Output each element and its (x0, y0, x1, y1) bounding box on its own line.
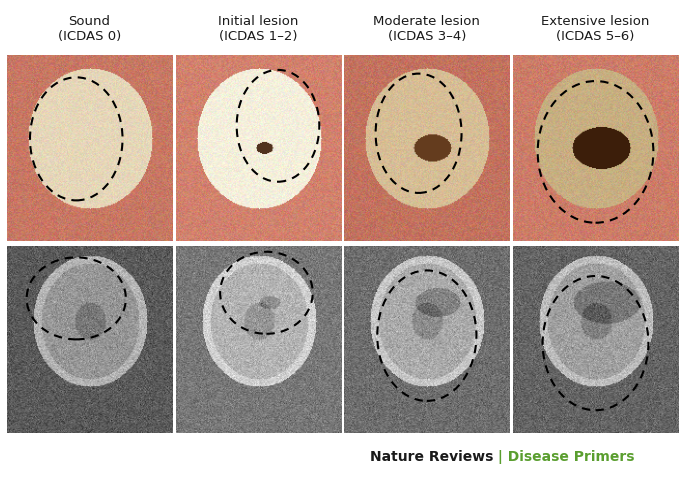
Text: Extensive lesion
(ICDAS 5–6): Extensive lesion (ICDAS 5–6) (541, 15, 649, 43)
Text: Sound
(ICDAS 0): Sound (ICDAS 0) (58, 15, 121, 43)
Text: | Disease Primers: | Disease Primers (493, 450, 635, 464)
Text: b: b (8, 252, 19, 267)
Text: a: a (8, 61, 19, 76)
Text: Initial lesion
(ICDAS 1–2): Initial lesion (ICDAS 1–2) (218, 15, 299, 43)
Text: Moderate lesion
(ICDAS 3–4): Moderate lesion (ICDAS 3–4) (373, 15, 480, 43)
Text: Nature Reviews: Nature Reviews (370, 450, 493, 464)
